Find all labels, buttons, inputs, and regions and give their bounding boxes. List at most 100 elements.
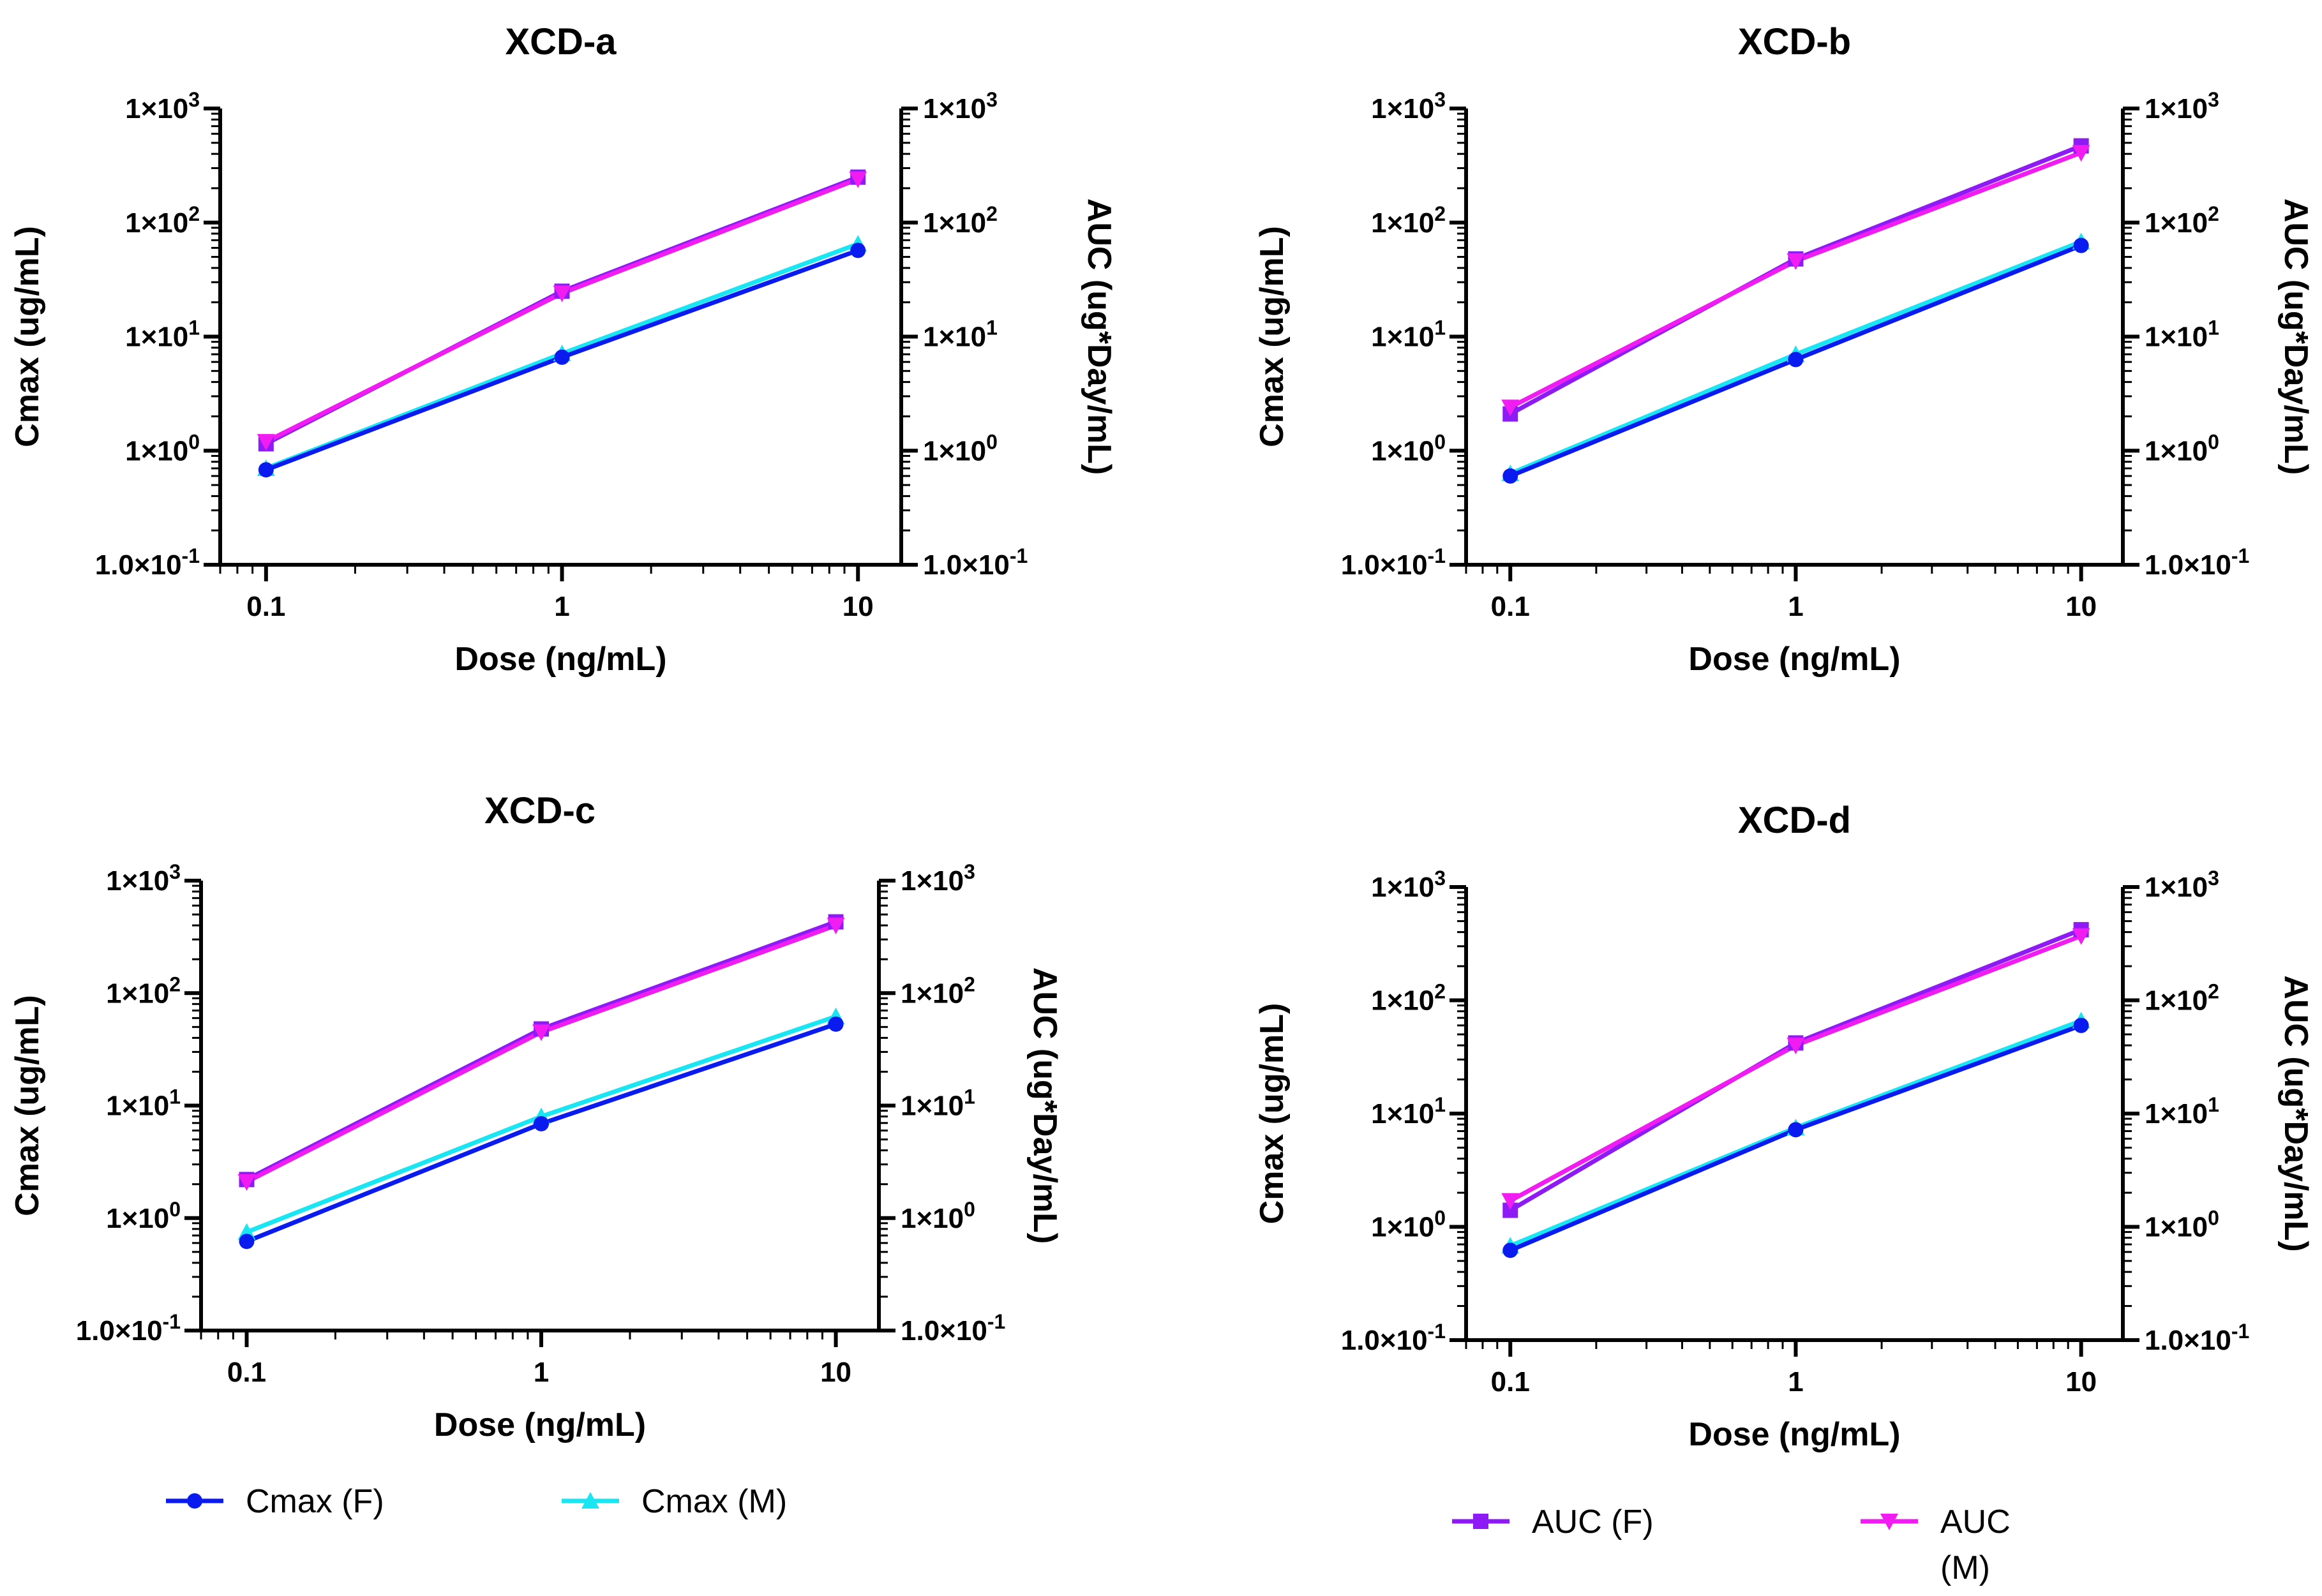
y-tick-label: 1×101 xyxy=(106,1085,181,1122)
y-tick-label: 1×102 xyxy=(1371,202,1446,239)
y-tick-label: 1×101 xyxy=(125,317,200,353)
x-axis-label: Dose (ng/mL) xyxy=(1688,1416,1900,1453)
x-tick-label: 10 xyxy=(820,1357,851,1388)
y2-tick-label: 1×101 xyxy=(2145,1093,2219,1130)
data-point xyxy=(258,462,274,478)
data-point xyxy=(827,918,845,935)
y-tick-label: 1×103 xyxy=(1371,88,1446,124)
x-tick-label: 0.1 xyxy=(1491,591,1530,622)
data-point xyxy=(1786,253,1805,271)
chart-panel-3: XCD-c 1.0×10-1 1.0×10-1 1×100 1×100 1×101 1×10… xyxy=(9,790,1063,1443)
series-line xyxy=(1509,927,2082,1212)
y2-axis-label: AUC (ug*Day/mL) xyxy=(2277,975,2314,1251)
y-tick-label: 1×101 xyxy=(1371,1093,1446,1130)
y2-axis-label: AUC (ug*Day/mL) xyxy=(1026,967,1063,1244)
y2-axis-label: AUC (ug*Day/mL) xyxy=(2277,198,2314,475)
y2-tick-label: 1×103 xyxy=(2145,88,2219,124)
y2-tick-label: 1×103 xyxy=(2145,867,2219,903)
x-tick-label: 10 xyxy=(843,591,874,622)
legend-label: Cmax (F) xyxy=(246,1483,384,1520)
y2-tick-label: 1×101 xyxy=(901,1085,975,1122)
data-point xyxy=(1501,1193,1520,1210)
y-tick-label: 1×102 xyxy=(106,973,181,1009)
y-tick-label: 1.0×10-1 xyxy=(1341,544,1446,581)
y-tick-label: 1×103 xyxy=(106,860,181,897)
x-axis-label: Dose (ng/mL) xyxy=(434,1406,646,1443)
y2-tick-label: 1×101 xyxy=(2145,317,2219,353)
y2-tick-label: 1×102 xyxy=(2145,980,2219,1017)
y-tick-label: 1×101 xyxy=(1371,317,1446,353)
data-point xyxy=(1502,468,1518,484)
data-point xyxy=(2073,1017,2089,1033)
data-point xyxy=(2072,928,2090,945)
legend-marker xyxy=(581,1492,599,1509)
x-tick-label: 0.1 xyxy=(1491,1366,1530,1398)
chart-title: XCD-c xyxy=(484,790,595,832)
y-tick-label: 1×100 xyxy=(106,1198,181,1234)
data-point xyxy=(553,285,571,302)
legend-2: AUC (F) AUC (M) xyxy=(1452,1503,2011,1586)
chart-panel-2: XCD-b 1.0×10-1 1.0×10-1 1×100 1×100 1×101 1×10… xyxy=(1254,21,2314,678)
y-axis-label: Cmax (ug/mL) xyxy=(9,226,46,447)
legend-marker xyxy=(187,1493,202,1509)
data-point xyxy=(1501,399,1520,417)
series-line xyxy=(265,177,859,444)
chart-panel-1: XCD-a 1.0×10-1 1.0×10-1 1×100 1×100 1×101 1×10… xyxy=(9,21,1118,678)
data-point xyxy=(2072,145,2090,162)
y-tick-label: 1×103 xyxy=(125,88,200,124)
y2-tick-label: 1×100 xyxy=(901,1198,975,1234)
y-tick-label: 1×103 xyxy=(1371,867,1446,903)
y-tick-label: 1×102 xyxy=(1371,980,1446,1017)
y2-tick-label: 1×101 xyxy=(923,317,998,353)
y-tick-label: 1.0×10-1 xyxy=(1341,1320,1446,1356)
y2-tick-label: 1×100 xyxy=(923,430,998,466)
y-axis-label: Cmax (ug/mL) xyxy=(1254,226,1291,447)
legend-label: AUC (M) xyxy=(1940,1503,2011,1586)
x-tick-label: 10 xyxy=(2065,591,2097,622)
y-tick-label: 1×102 xyxy=(125,202,200,239)
data-point xyxy=(2073,237,2089,253)
chart-panel-4: XCD-d 1.0×10-1 1.0×10-1 1×100 1×100 1×101 1×10… xyxy=(1254,800,2314,1453)
y-tick-label: 1×100 xyxy=(1371,1207,1446,1243)
y2-tick-label: 1×102 xyxy=(2145,202,2219,239)
chart-title: XCD-d xyxy=(1738,800,1851,841)
data-point xyxy=(532,1024,551,1041)
x-tick-label: 1 xyxy=(554,591,569,622)
y2-tick-label: 1×100 xyxy=(2145,1207,2219,1243)
y-tick-label: 1.0×10-1 xyxy=(95,544,200,581)
y2-tick-label: 1×102 xyxy=(901,973,975,1009)
data-point xyxy=(849,171,867,188)
x-axis-label: Dose (ng/mL) xyxy=(1688,641,1900,678)
y2-tick-label: 1.0×10-1 xyxy=(923,544,1028,581)
y-axis-label: Cmax (ug/mL) xyxy=(1254,1003,1291,1225)
legend-label: Cmax (M) xyxy=(641,1483,787,1520)
x-tick-label: 1 xyxy=(1788,591,1803,622)
x-tick-label: 0.1 xyxy=(246,591,285,622)
data-point xyxy=(237,1174,256,1191)
data-point xyxy=(1786,1038,1805,1055)
data-point xyxy=(239,1234,255,1249)
y2-tick-label: 1×100 xyxy=(2145,430,2219,466)
data-point xyxy=(828,1016,844,1032)
chart-title: XCD-a xyxy=(505,21,617,63)
y-axis-label: Cmax (ug/mL) xyxy=(9,995,46,1216)
data-point xyxy=(257,434,275,451)
legend-marker xyxy=(1473,1514,1488,1529)
data-point xyxy=(534,1115,550,1131)
series-line xyxy=(1509,1023,2082,1253)
x-axis-label: Dose (ng/mL) xyxy=(454,641,666,678)
x-tick-label: 1 xyxy=(534,1357,549,1388)
x-tick-label: 0.1 xyxy=(227,1357,266,1388)
data-point xyxy=(1502,1242,1518,1258)
y-tick-label: 1×100 xyxy=(125,430,200,466)
y2-tick-label: 1.0×10-1 xyxy=(2145,1320,2249,1356)
y-tick-label: 1×100 xyxy=(1371,430,1446,466)
y2-tick-label: 1×103 xyxy=(901,860,975,897)
y2-tick-label: 1.0×10-1 xyxy=(901,1310,1005,1346)
data-point xyxy=(1788,1122,1804,1138)
chart-title: XCD-b xyxy=(1738,21,1851,63)
x-tick-label: 10 xyxy=(2065,1366,2097,1398)
data-point xyxy=(850,242,866,258)
x-tick-label: 1 xyxy=(1788,1366,1803,1398)
y2-tick-label: 1.0×10-1 xyxy=(2145,544,2249,581)
